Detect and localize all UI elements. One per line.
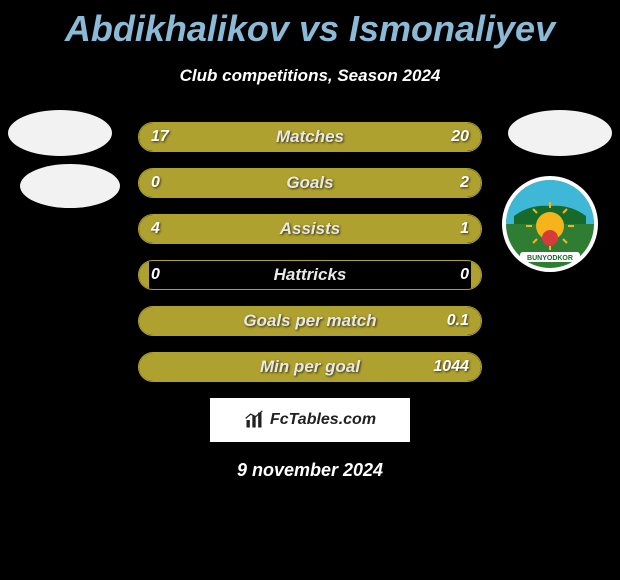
page-subtitle: Club competitions, Season 2024: [0, 66, 620, 86]
comparison-chart: BUNYODKOR 1720Matches 02Goals 41Assists 00H…: [0, 122, 620, 382]
date-label: 9 november 2024: [0, 460, 620, 481]
stat-label: Goals per match: [139, 307, 481, 335]
stat-label: Hattricks: [139, 261, 481, 289]
stat-row: 41Assists: [138, 214, 482, 244]
page-title: Abdikhalikov vs Ismonaliyev: [0, 0, 620, 50]
footer-text: FcTables.com: [270, 411, 376, 429]
bunyodkor-icon: BUNYODKOR: [500, 174, 600, 274]
stat-row: 0.1Goals per match: [138, 306, 482, 336]
svg-text:BUNYODKOR: BUNYODKOR: [527, 255, 573, 262]
chart-icon: [244, 410, 264, 430]
player-left-badge-placeholder: [8, 110, 112, 156]
stat-label: Goals: [139, 169, 481, 197]
bars-container: 1720Matches 02Goals 41Assists 00Hattricks 0.…: [138, 122, 482, 382]
stat-label: Min per goal: [139, 353, 481, 381]
stat-row: 1044Min per goal: [138, 352, 482, 382]
player-right-badge-placeholder: [508, 110, 612, 156]
player-left-badge-placeholder-2: [20, 164, 120, 208]
stat-row: 02Goals: [138, 168, 482, 198]
stat-label: Assists: [139, 215, 481, 243]
stat-row: 00Hattricks: [138, 260, 482, 290]
stat-row: 1720Matches: [138, 122, 482, 152]
footer-attribution: FcTables.com: [210, 398, 410, 442]
stat-label: Matches: [139, 123, 481, 151]
club-logo-bunyodkor: BUNYODKOR: [500, 174, 600, 274]
